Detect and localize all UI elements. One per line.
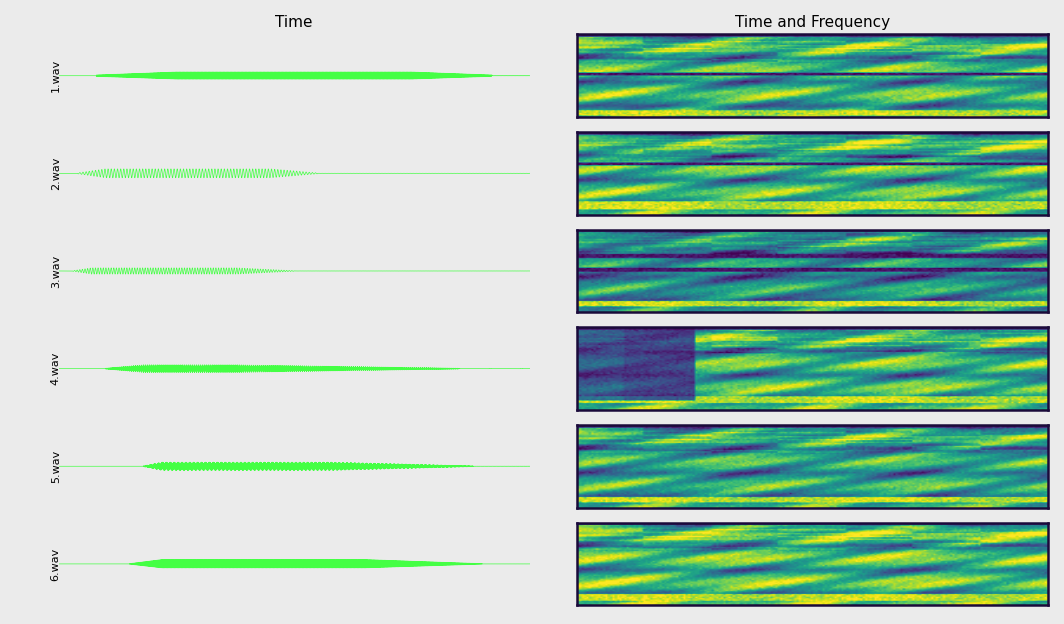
Y-axis label: 3.wav: 3.wav bbox=[51, 255, 61, 288]
Y-axis label: 2.wav: 2.wav bbox=[51, 157, 61, 190]
Y-axis label: 4.wav: 4.wav bbox=[51, 352, 61, 385]
Title: Time: Time bbox=[276, 16, 313, 31]
Y-axis label: 5.wav: 5.wav bbox=[51, 450, 61, 483]
Y-axis label: 1.wav: 1.wav bbox=[51, 59, 61, 92]
Y-axis label: 6.wav: 6.wav bbox=[51, 547, 61, 580]
Title: Time and Frequency: Time and Frequency bbox=[735, 16, 890, 31]
